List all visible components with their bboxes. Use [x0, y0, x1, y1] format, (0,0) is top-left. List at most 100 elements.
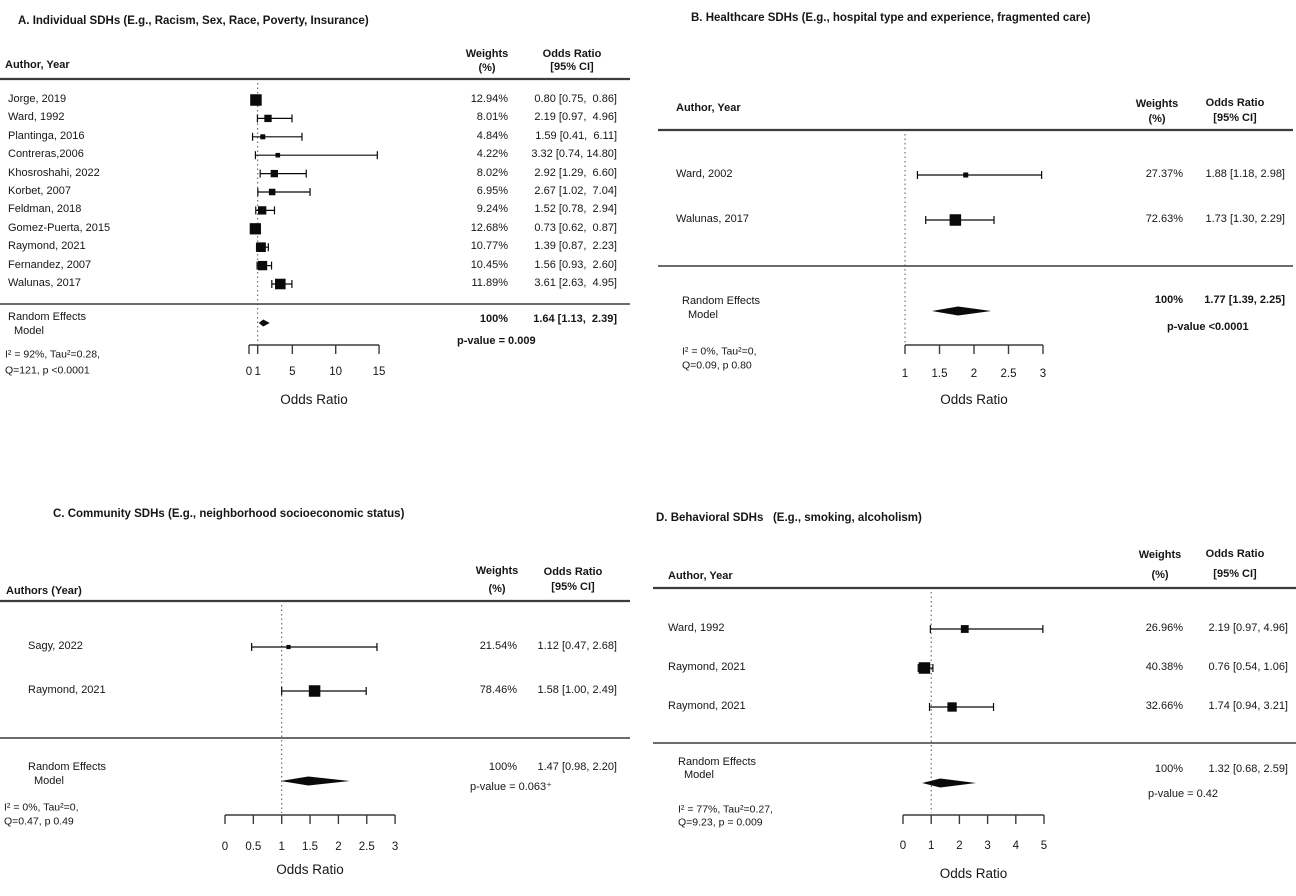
heterogeneity-line2: Q=121, p <0.0001 — [5, 364, 90, 377]
summary-p-value: p-value = 0.009 — [457, 335, 536, 348]
x-axis-tick-label: 4 — [1012, 839, 1019, 852]
study-label: Jorge, 2019 — [8, 93, 67, 106]
x-axis-tick-label: 3 — [984, 839, 991, 852]
point-estimate-square — [275, 152, 281, 158]
forest-plot-canvas-d — [653, 586, 1296, 824]
study-odds-ratio-value: 1.52 [0.78, 2.94] — [534, 203, 617, 216]
study-label: Raymond, 2021 — [8, 240, 86, 253]
study-label: Gomez-Puerta, 2015 — [8, 221, 111, 234]
weights-column-header-line2: (%) — [1148, 113, 1166, 126]
summary-weight-value: 100% — [1154, 763, 1183, 776]
study-label: Ward, 1992 — [8, 111, 65, 124]
x-axis-tick-label: 5 — [1040, 839, 1048, 852]
panel-title: A. Individual SDHs (E.g., Racism, Sex, R… — [18, 14, 369, 27]
point-estimate-square — [256, 242, 266, 252]
summary-weight-value: 100% — [1154, 294, 1183, 307]
odds-ratio-column-header-line1: Odds Ratio — [543, 566, 603, 579]
study-weight-value: 4.22% — [476, 148, 508, 161]
study-odds-ratio-value: 2.19 [0.97, 4.96] — [1208, 622, 1288, 635]
heterogeneity-line1: I² = 77%, Tau²=0.27, — [678, 803, 773, 816]
point-estimate-square — [264, 114, 272, 123]
panel-title: C. Community SDHs (E.g., neighborhood so… — [53, 507, 405, 520]
author-column-header: Author, Year — [5, 59, 70, 72]
study-weight-value: 78.46% — [479, 684, 517, 697]
forest-plot-canvas-a — [0, 77, 630, 354]
study-weight-value: 21.54% — [479, 640, 517, 653]
random-effects-label-line1: Random Effects — [682, 295, 761, 308]
point-estimate-square — [268, 188, 276, 196]
heterogeneity-line1: I² = 0%, Tau²=0, — [4, 801, 79, 814]
study-odds-ratio-value: 2.92 [1.29, 6.60] — [534, 166, 617, 179]
point-estimate-square — [960, 625, 969, 633]
weights-column-header-line1: Weights — [465, 48, 509, 61]
study-odds-ratio-value: 1.73 [1.30, 2.29] — [1205, 213, 1285, 226]
point-estimate-square — [260, 134, 266, 140]
x-axis-tick-label: 3 — [391, 840, 399, 853]
study-odds-ratio-value: 1.58 [1.00, 2.49] — [537, 684, 617, 697]
x-axis-tick-label: 1 — [927, 839, 935, 852]
point-estimate-square — [258, 206, 267, 215]
study-label: Walunas, 2017 — [8, 277, 81, 290]
odds-ratio-column-header-line2: [95% CI] — [1213, 568, 1257, 581]
panel-individual-sdhs: 0 1 5 10 15 Odds Ratio A. Individual SDHs (E.g… — [0, 0, 648, 452]
study-weight-value: 26.96% — [1145, 622, 1183, 635]
random-effects-label-line1: Random Effects — [8, 311, 87, 324]
heterogeneity-line2: Q=0.09, p 0.80 — [682, 359, 752, 372]
study-odds-ratio-value: 0.80 [0.75, 0.86] — [534, 93, 617, 106]
x-axis-tick-label: 2 — [335, 840, 342, 853]
weights-column-header-line2: (%) — [1151, 569, 1169, 582]
study-odds-ratio-value: 1.74 [0.94, 3.21] — [1208, 700, 1288, 713]
odds-ratio-column-header-line1: Odds Ratio — [1205, 548, 1265, 561]
study-label: Raymond, 2021 — [28, 684, 106, 697]
study-label: Ward, 2002 — [676, 168, 733, 181]
weights-column-header-line1: Weights — [475, 565, 519, 578]
study-odds-ratio-value: 1.39 [0.87, 2.23] — [534, 240, 617, 253]
study-weight-value: 12.94% — [470, 93, 508, 106]
random-effects-label-line1: Random Effects — [28, 761, 107, 774]
summary-diamond — [280, 776, 350, 786]
study-odds-ratio-value: 2.67 [1.02, 7.04] — [534, 185, 617, 198]
weights-column-header-line1: Weights — [1138, 549, 1182, 562]
random-effects-label-line2: Model — [688, 309, 718, 322]
forest-plot-canvas-b — [658, 128, 1293, 354]
study-odds-ratio-value: 1.59 [0.41, 6.11] — [535, 129, 617, 142]
x-axis-tick-label: 1 — [901, 367, 909, 380]
study-odds-ratio-value: 0.76 [0.54, 1.06] — [1208, 661, 1288, 674]
x-axis-tick-label: 3 — [1039, 367, 1047, 380]
x-axis-tick-label: 2 — [970, 367, 978, 380]
x-axis-title: Odds Ratio — [280, 391, 348, 407]
summary-diamond — [931, 306, 992, 316]
study-odds-ratio-value: 0.73 [0.62, 0.87] — [534, 221, 617, 234]
x-axis-tick-label: 2.5 — [358, 840, 375, 853]
summary-odds-ratio-value: 1.32 [0.68, 2.59] — [1208, 763, 1288, 776]
summary-p-value: p-value <0.0001 — [1167, 321, 1249, 334]
study-odds-ratio-value: 1.56 [0.93, 2.60] — [534, 258, 617, 271]
point-estimate-square — [918, 662, 931, 674]
x-axis-tick-label: 1 — [278, 840, 285, 853]
summary-odds-ratio-value: 1.64 [1.13, 2.39] — [533, 313, 617, 326]
study-label: Ward, 1992 — [668, 622, 725, 635]
study-odds-ratio-value: 3.32 [0.74, 14.80] — [531, 148, 617, 161]
x-axis-tick-label: 0 — [899, 839, 907, 852]
study-odds-ratio-value: 3.61 [2.63, 4.95] — [534, 277, 617, 290]
author-column-header: Author, Year — [668, 570, 733, 583]
forest-plot-canvas-c — [0, 599, 630, 824]
summary-p-value: p-value = 0.063⁺ — [470, 781, 552, 794]
x-axis-tick-label: 15 — [372, 365, 386, 378]
summary-weight-value: 100% — [479, 313, 508, 326]
panel-healthcare-sdhs: 1 1.5 2 2.5 3 Odds Ratio B. Healthcare SDHs (E… — [648, 0, 1296, 452]
point-estimate-square — [286, 644, 291, 650]
study-weight-value: 27.37% — [1145, 168, 1183, 181]
study-label: Feldman, 2018 — [8, 203, 82, 216]
odds-ratio-column-header-line2: [95% CI] — [550, 61, 594, 74]
study-label: Korbet, 2007 — [8, 185, 71, 198]
study-weight-value: 8.02% — [476, 166, 508, 179]
point-estimate-square — [949, 214, 962, 226]
study-label: Raymond, 2021 — [668, 661, 746, 674]
study-label: Fernandez, 2007 — [8, 258, 92, 271]
x-axis-tick-label: 2.5 — [1000, 367, 1017, 380]
summary-diamond — [922, 778, 977, 788]
study-weight-value: 10.45% — [470, 258, 508, 271]
panel-community-sdhs: 0 0.5 1 1.5 2 2.5 3 Odds Ratio C. Community SDHs… — [0, 480, 648, 896]
